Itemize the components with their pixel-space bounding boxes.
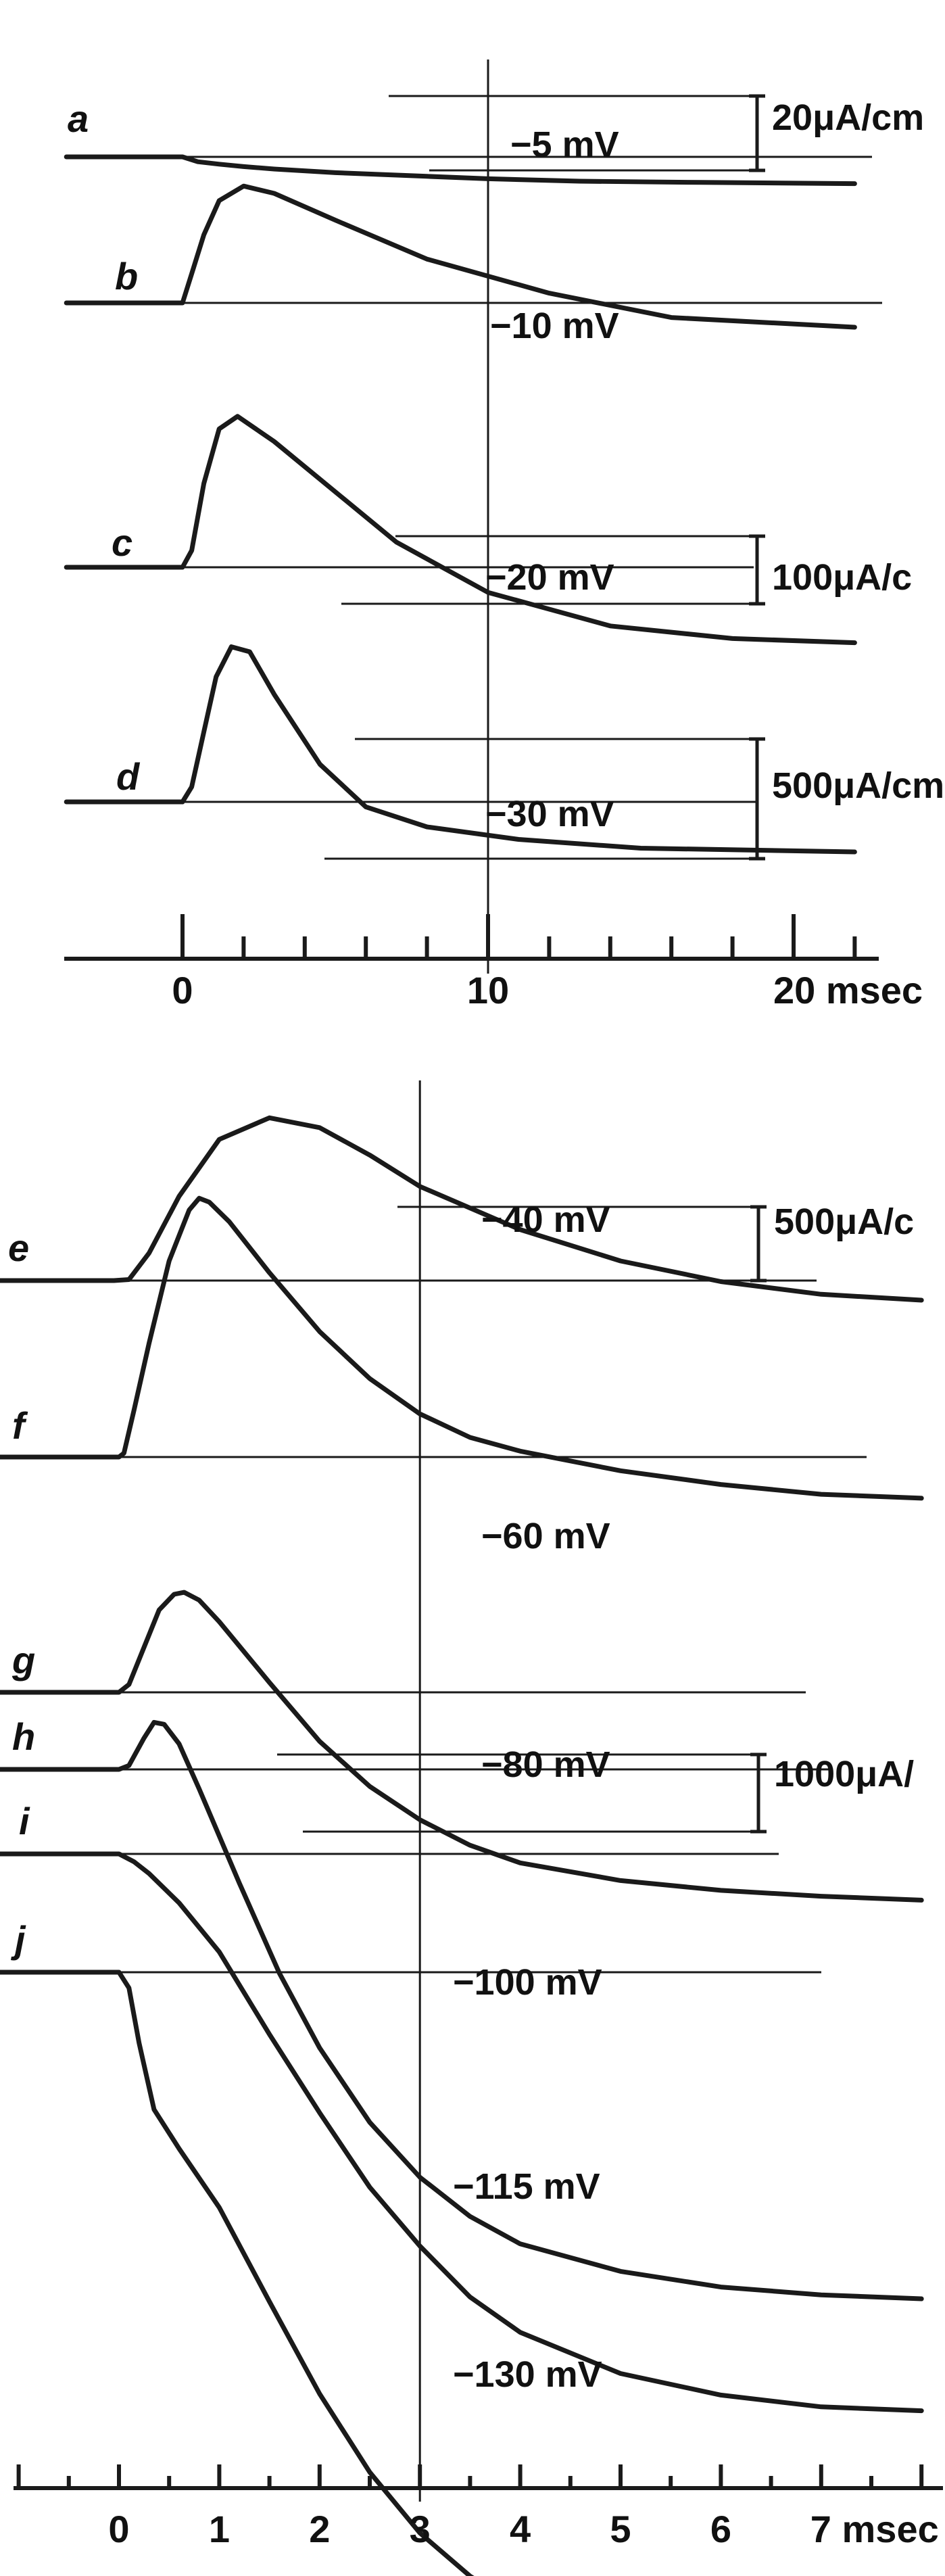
trace-label-c: c	[112, 521, 132, 564]
voltage-label-i: −100 mV	[453, 1962, 602, 2003]
panel-bottom: 500μA/c 1000μA/e −40 mV f −60 mV gh −80 mV i −10…	[0, 1080, 943, 2576]
x-tick-label: 0	[172, 969, 193, 1011]
trace-label-j: j	[10, 1918, 26, 1961]
trace-label-a: a	[68, 97, 89, 140]
scale-bar-label: 1000μA/	[774, 1754, 914, 1794]
panel-top: 20μA/cm 100μA/c 500μA/cm a −5 mV b −10 mV c −20 …	[64, 59, 944, 1011]
trace-h	[0, 1719, 924, 2301]
trace-g	[0, 1590, 924, 1903]
voltage-label-extra: −130 mV	[453, 2354, 602, 2395]
calibration-bracket-c	[749, 534, 765, 606]
trace-f	[0, 1195, 924, 1501]
x-tick-label: 1	[209, 2508, 230, 2550]
scale-bar-label-d: 500μA/cm	[772, 765, 944, 806]
trace-label-e: e	[8, 1226, 29, 1269]
scale-bar-label-a: 20μA/cm	[772, 97, 924, 138]
trace-label-b: b	[115, 255, 138, 297]
trace-a	[64, 154, 857, 187]
trace-label-d: d	[116, 755, 141, 798]
voltage-label-e: −40 mV	[481, 1199, 610, 1240]
x-tick-label: 4	[510, 2508, 531, 2550]
trace-d	[64, 644, 857, 855]
trace-e	[0, 1115, 924, 1303]
x-tick-label: 7 msec	[810, 2508, 939, 2550]
x-tick-label: 10	[467, 969, 509, 1011]
trace-label-g: g	[11, 1639, 35, 1681]
trace-b	[64, 183, 857, 330]
x-tick-label: 3	[410, 2508, 431, 2550]
x-tick-label: 0	[108, 2508, 129, 2550]
voltage-label-c: −20 mV	[485, 557, 614, 598]
trace-c	[64, 414, 857, 646]
calibration-bracket-e	[750, 1205, 767, 1283]
scale-bar-label: 500μA/c	[774, 1201, 914, 1242]
x-tick-label: 6	[710, 2508, 731, 2550]
x-tick-label: 2	[309, 2508, 330, 2550]
x-tick-label: 5	[610, 2508, 631, 2550]
trace-i	[0, 1851, 924, 2414]
voltage-label-d: −30 mV	[485, 794, 614, 834]
voltage-label-j: −115 mV	[453, 2166, 600, 2207]
trace-label-i: i	[19, 1800, 30, 1842]
trace-label-h: h	[12, 1715, 35, 1758]
trace-label-f: f	[12, 1404, 28, 1447]
scale-bar-label-c: 100μA/c	[772, 557, 912, 598]
voltage-label-b: −10 mV	[490, 306, 619, 346]
calibration-bracket-a	[749, 94, 765, 172]
x-tick-label: 20 msec	[773, 969, 923, 1011]
voltage-label-h: −80 mV	[481, 1744, 610, 1785]
voltage-label-a: −5 mV	[510, 124, 619, 165]
calibration-bracket-h	[750, 1752, 767, 1834]
trace-j	[0, 1970, 475, 2576]
voltage-label-f: −60 mV	[481, 1516, 610, 1556]
calibration-bracket-d	[749, 737, 765, 861]
